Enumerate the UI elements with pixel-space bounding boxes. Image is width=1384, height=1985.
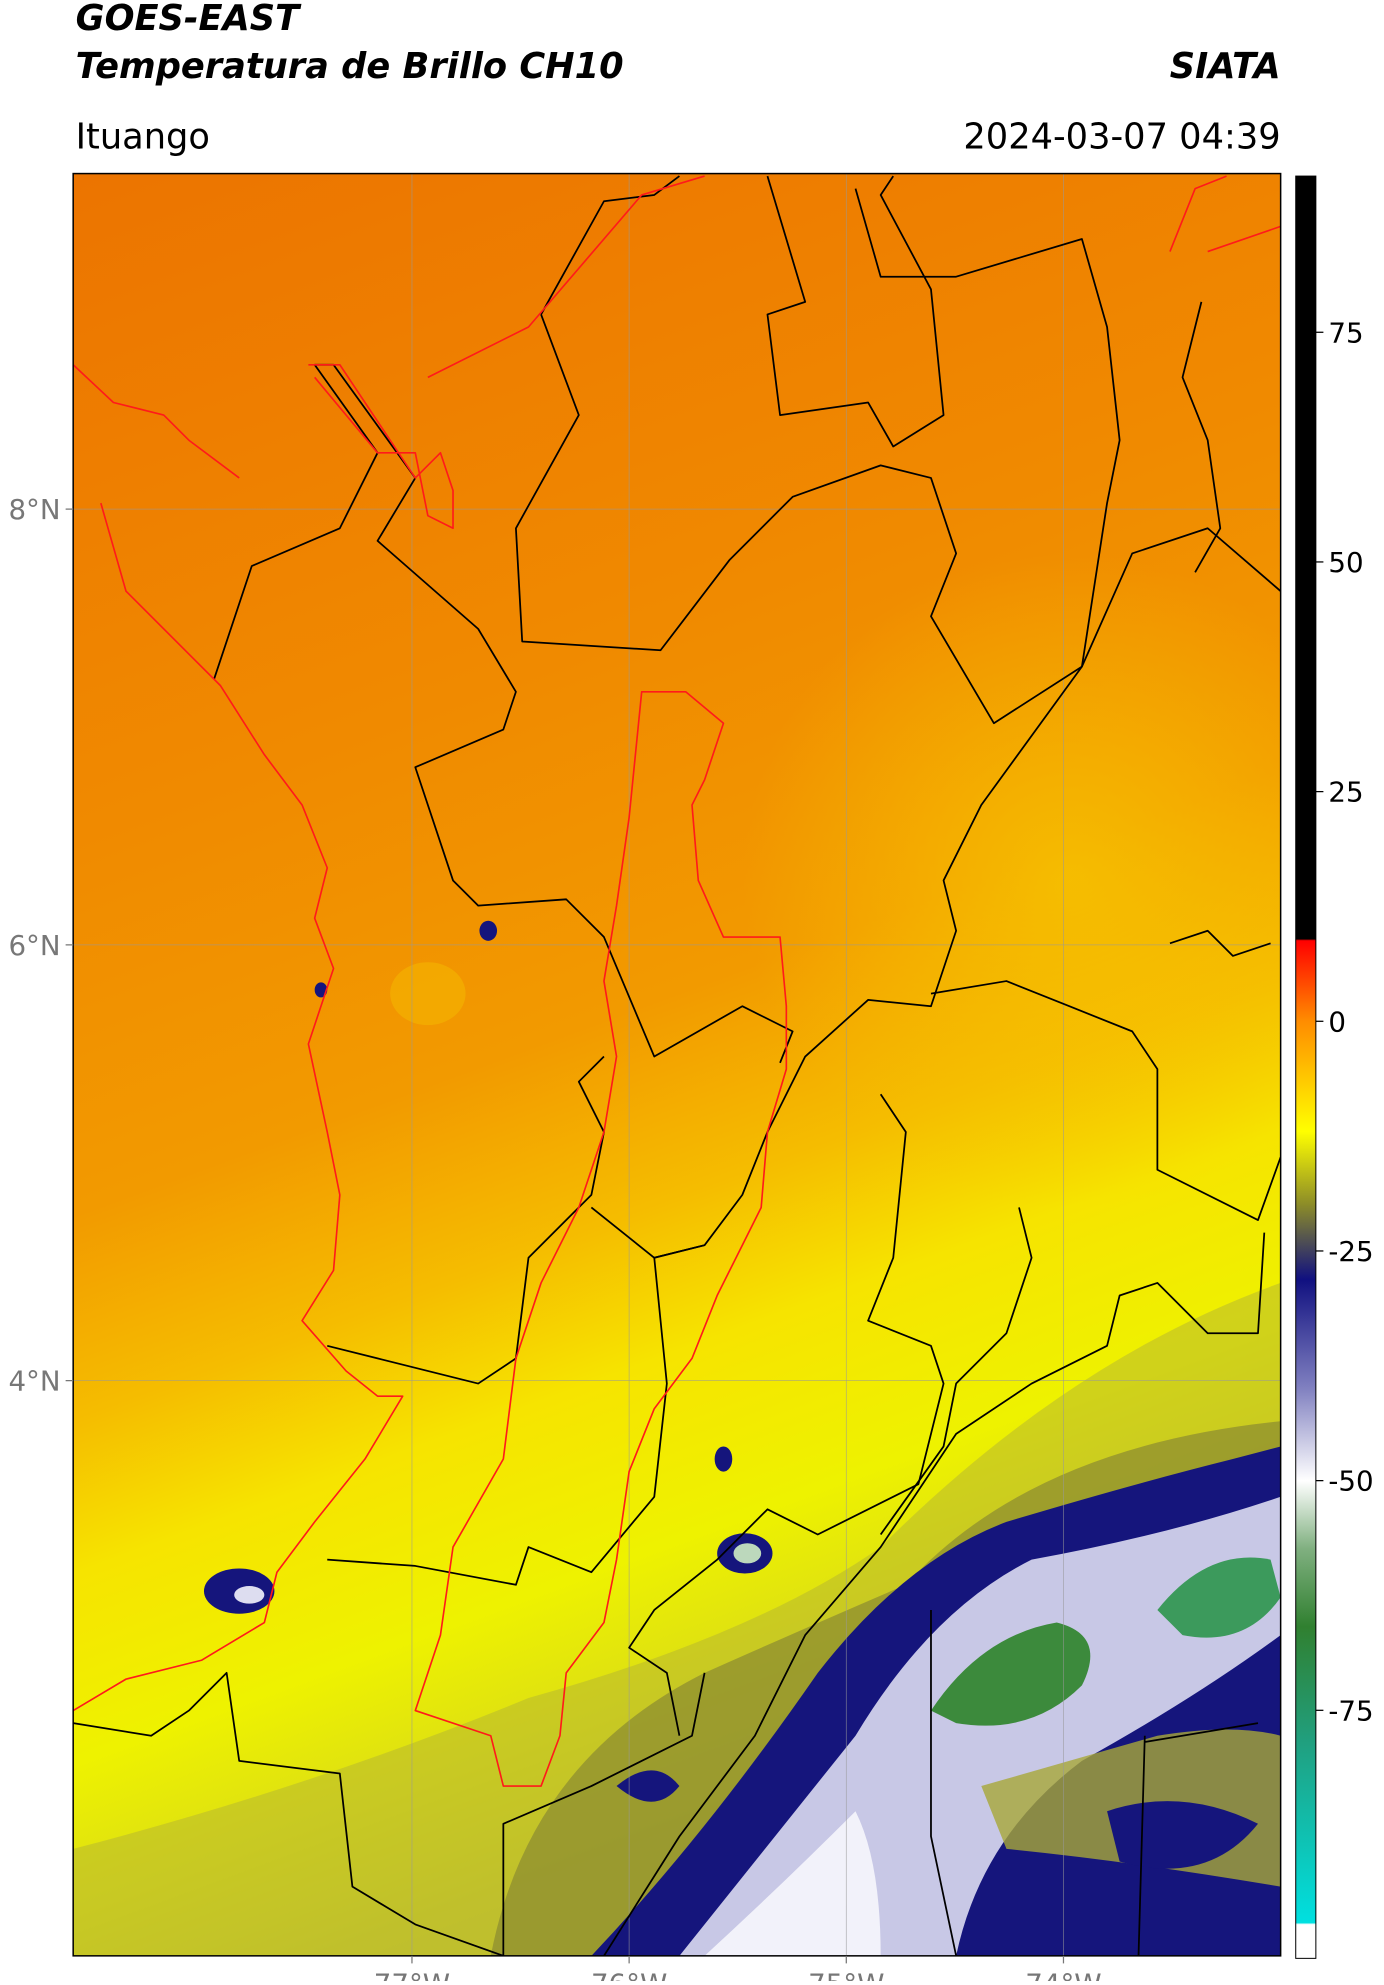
cloud-cell [234,1586,265,1604]
colorbar-tick-label: -25 [1328,1235,1373,1268]
boundary [515,314,1281,725]
colorbar-tick-label: -75 [1328,1694,1373,1727]
warm-patch [742,553,1281,1208]
cloud-cell [714,1446,733,1472]
map-frame [72,172,1282,1957]
x-tick-label: 75°W [808,1968,884,1981]
coastline [73,364,404,1712]
y-tick-label: 4°N [8,1365,60,1398]
location: Ituango [76,116,210,157]
y-tick-label: 8°N [8,493,60,526]
x-tick-label: 74°W [1025,1968,1101,1981]
cloud-cell [479,920,498,941]
x-tick-label: 77°W [374,1968,450,1981]
source: SIATA [1170,46,1281,87]
cloud-green [1157,1557,1281,1638]
x-tick-label: 76°W [591,1968,667,1981]
warm-patch [390,962,466,1026]
boundary [540,175,1121,667]
cloud-cell [616,1770,680,1802]
boundary [213,363,794,1064]
boundary [327,1055,945,1736]
colorbar-tick-label: 25 [1328,776,1363,809]
boundary [73,1609,1259,1956]
boundary [1169,301,1271,957]
basin-outline [414,690,788,1787]
subtitle: Temperatura de Brillo CH10 [76,46,624,87]
boundary [603,980,1281,1956]
coastline [308,175,1281,530]
cloud-green [930,1622,1091,1726]
graticule [73,173,1281,1956]
cloud-cell [733,1543,762,1564]
map-image [73,173,1281,1956]
title: GOES-EAST [76,0,302,39]
colorbar-tick-label: 75 [1328,316,1363,349]
colorbar [1295,175,1317,1959]
colorbar-tick-label: 50 [1328,546,1363,579]
y-tick-label: 6°N [8,929,60,962]
cloud-cell [314,982,328,998]
datetime: 2024-03-07 04:39 [963,116,1280,157]
colorbar-tick-label: -50 [1328,1465,1373,1498]
cloud-deep [1107,1801,1258,1869]
cloud-white [704,1811,881,1956]
colorbar-tick-label: 0 [1328,1005,1346,1038]
boundary [327,666,1083,1586]
